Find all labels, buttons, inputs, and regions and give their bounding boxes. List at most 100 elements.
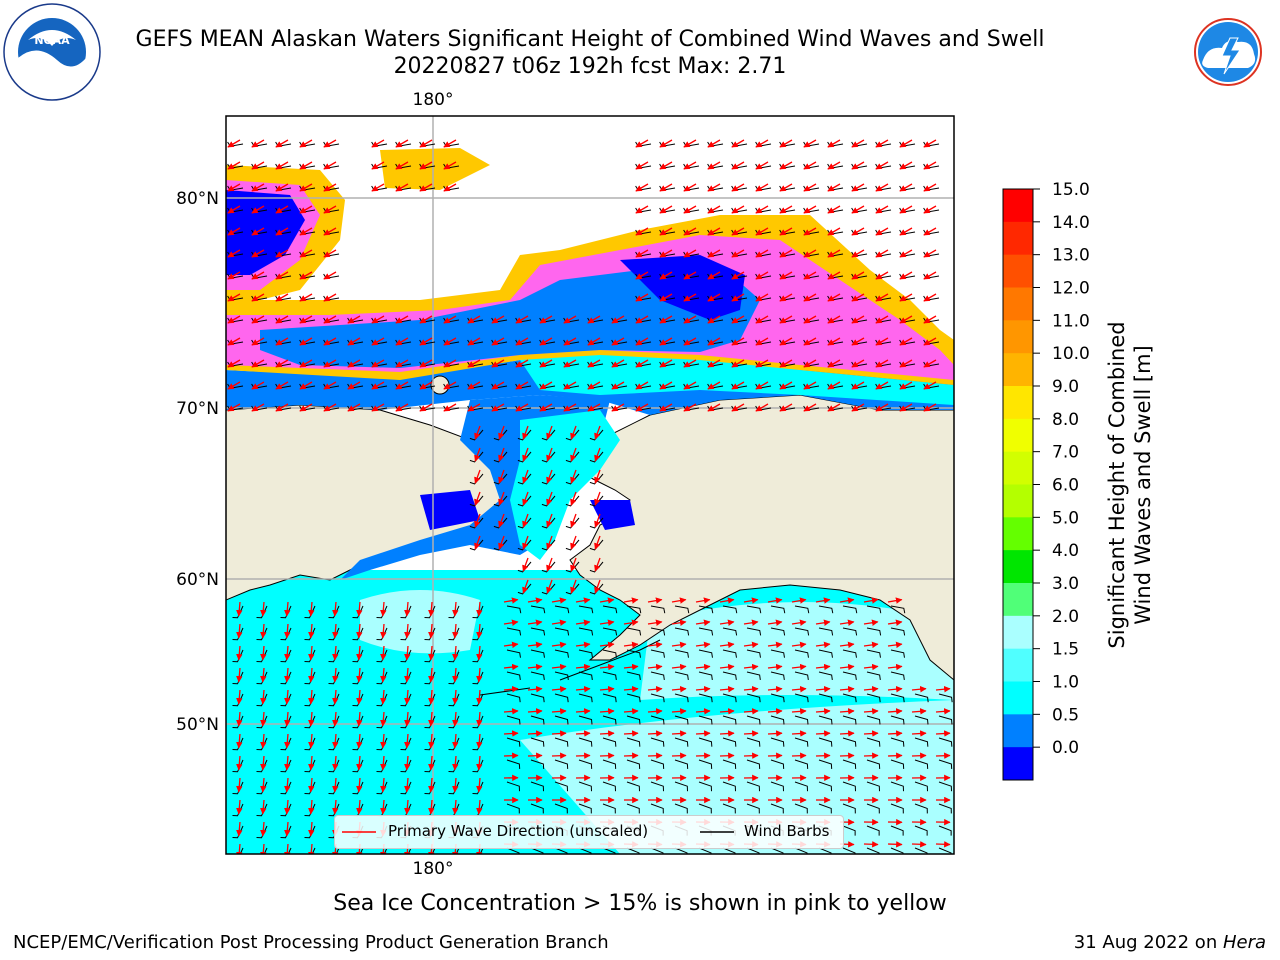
wind-barb	[938, 781, 953, 792]
wind-barb	[770, 693, 785, 703]
wave-direction-arrow	[899, 403, 913, 412]
wave-direction-arrow	[767, 730, 783, 737]
colorbar-tick-label: 13.0	[1052, 246, 1090, 266]
wind-barb	[818, 627, 834, 636]
wave-direction-arrow	[332, 733, 339, 749]
wave-direction-arrow	[767, 708, 783, 715]
wave-direction-arrow	[443, 183, 457, 192]
wind-barb	[602, 737, 617, 747]
wind-barb	[698, 627, 714, 636]
wind-barb	[818, 847, 832, 854]
colorbar-segment	[1003, 583, 1033, 617]
wave-direction-arrow	[570, 513, 577, 528]
wave-direction-arrow	[671, 730, 687, 737]
wave-direction-arrow	[683, 381, 697, 390]
colorbar-tick-label: 0.0	[1052, 738, 1079, 758]
chart-subtitle: 20220827 t06z 192h fcst Max: 2.71	[393, 54, 787, 79]
wind-barb	[842, 803, 856, 814]
wave-direction-arrow	[299, 271, 313, 280]
wave-direction-arrow	[731, 293, 745, 302]
wave-direction-arrow	[299, 337, 313, 346]
wave-direction-arrow	[227, 293, 241, 302]
wave-direction-arrow	[563, 315, 577, 324]
wave-direction-arrow	[308, 821, 315, 837]
wave-direction-arrow	[323, 315, 337, 324]
wave-direction-arrow	[380, 689, 387, 705]
wind-barb	[794, 715, 809, 725]
wave-direction-arrow	[356, 645, 363, 661]
wind-barb	[794, 605, 810, 614]
wave-direction-layer	[227, 139, 951, 854]
wind-barb	[698, 649, 713, 658]
wave-direction-arrow	[570, 469, 577, 484]
wave-direction-arrow	[467, 403, 481, 412]
wave-direction-arrow	[347, 315, 361, 324]
wind-barb	[938, 825, 952, 836]
wind-barb	[626, 803, 640, 814]
wave-direction-arrow	[527, 641, 543, 649]
wind-barb	[890, 825, 904, 836]
colorbar-segment	[1003, 418, 1033, 453]
wind-barb	[506, 803, 520, 814]
wave-direction-arrow	[707, 227, 721, 236]
wave-direction-arrow	[791, 597, 807, 604]
wave-direction-arrow	[803, 359, 817, 368]
wave-direction-arrow	[827, 359, 841, 368]
wind-barb	[818, 605, 834, 614]
wave-direction-arrow	[863, 841, 879, 848]
wave-direction-arrow	[851, 271, 865, 280]
wave-direction-arrow	[371, 161, 385, 170]
wave-direction-arrow	[635, 403, 649, 412]
wind-barb	[866, 737, 881, 747]
wave-direction-arrow	[395, 337, 409, 346]
wave-direction-arrow	[839, 663, 855, 671]
wave-direction-arrow	[332, 689, 339, 705]
wind-barb	[890, 671, 905, 681]
wind-barb	[794, 649, 809, 658]
wave-direction-arrow	[755, 359, 769, 368]
wave-direction-arrow	[347, 381, 361, 390]
wind-barb	[914, 715, 929, 725]
wave-direction-arrow	[404, 777, 411, 793]
wave-direction-arrow	[498, 469, 505, 484]
wave-direction-arrow	[707, 337, 721, 346]
wave-direction-arrow	[815, 597, 831, 604]
colorbar-tick-label: 1.5	[1052, 640, 1079, 660]
wave-direction-arrow	[743, 597, 759, 604]
wave-direction-arrow	[404, 711, 411, 727]
wave-direction-arrow	[791, 708, 807, 715]
wave-direction-arrow	[594, 469, 601, 484]
wave-direction-arrow	[527, 685, 543, 693]
wave-direction-arrow	[452, 667, 459, 683]
lat-label-80: 80°N	[176, 189, 219, 209]
colorbar-label-line1: Significant Height of Combined	[1105, 321, 1129, 648]
wave-direction-arrow	[260, 601, 267, 617]
wave-direction-arrow	[227, 161, 241, 170]
wind-barb	[818, 737, 833, 747]
wave-direction-arrow	[935, 685, 951, 693]
wave-direction-arrow	[887, 708, 903, 715]
wave-direction-arrow	[428, 623, 435, 639]
wave-direction-arrow	[839, 641, 855, 649]
wind-barb	[746, 693, 761, 703]
wave-direction-arrow	[887, 752, 903, 759]
wave-direction-arrow	[522, 535, 529, 550]
wave-direction-arrow	[683, 315, 697, 324]
wave-direction-arrow	[719, 708, 735, 715]
wave-direction-arrow	[779, 403, 793, 412]
wave-direction-arrow	[719, 597, 735, 604]
wave-direction-arrow	[332, 777, 339, 793]
wind-barb	[626, 605, 642, 614]
wave-direction-arrow	[380, 667, 387, 683]
wave-direction-arrow	[522, 447, 529, 462]
wave-direction-arrow	[707, 359, 721, 368]
wind-barb	[626, 649, 641, 658]
wave-direction-arrow	[851, 403, 865, 412]
wave-direction-arrow	[659, 271, 673, 280]
wind-barb	[506, 605, 522, 614]
wind-barb	[554, 627, 570, 636]
wave-direction-arrow	[515, 337, 529, 346]
wave-direction-arrow	[594, 491, 601, 506]
wave-direction-arrow	[635, 249, 649, 258]
wave-direction-arrow	[851, 359, 865, 368]
